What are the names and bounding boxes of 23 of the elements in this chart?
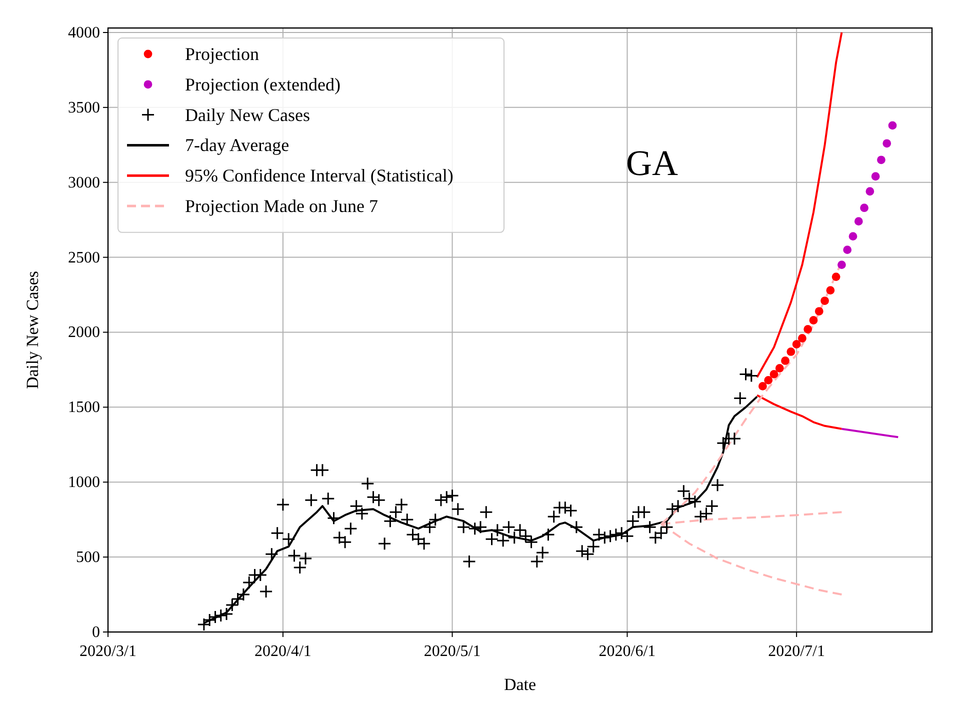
y-axis-title: Daily New Cases bbox=[23, 270, 42, 390]
x-tick-label: 2020/3/1 bbox=[80, 643, 136, 660]
legend-label: 95% Confidence Interval (Statistical) bbox=[185, 166, 454, 186]
x-axis-title: Date bbox=[504, 675, 536, 694]
y-tick-label: 4000 bbox=[68, 24, 100, 42]
y-tick-label: 3000 bbox=[68, 174, 100, 192]
legend-label: Projection Made on June 7 bbox=[185, 196, 378, 216]
legend-label: Projection (extended) bbox=[185, 74, 340, 94]
legend-label: Projection bbox=[185, 44, 259, 64]
x-tick-label: 2020/5/1 bbox=[424, 643, 481, 660]
x-tick-label: 2020/6/1 bbox=[598, 643, 656, 660]
legend-label: Daily New Cases bbox=[185, 104, 310, 125]
y-tick-label: 500 bbox=[76, 549, 100, 566]
y-tick-label: 2000 bbox=[68, 324, 100, 342]
legend-label: 7-day Average bbox=[185, 135, 290, 156]
y-tick-label: 3500 bbox=[68, 99, 100, 116]
y-tick-label: 0 bbox=[92, 624, 100, 641]
x-tick-label: 2020/4/1 bbox=[254, 643, 312, 660]
y-tick-label: 1000 bbox=[68, 474, 100, 492]
annotation: GA bbox=[626, 143, 678, 183]
y-tick-label: 2500 bbox=[68, 249, 100, 266]
y-tick-label: 1500 bbox=[68, 399, 100, 416]
x-tick-label: 2020/7/1 bbox=[768, 643, 825, 660]
